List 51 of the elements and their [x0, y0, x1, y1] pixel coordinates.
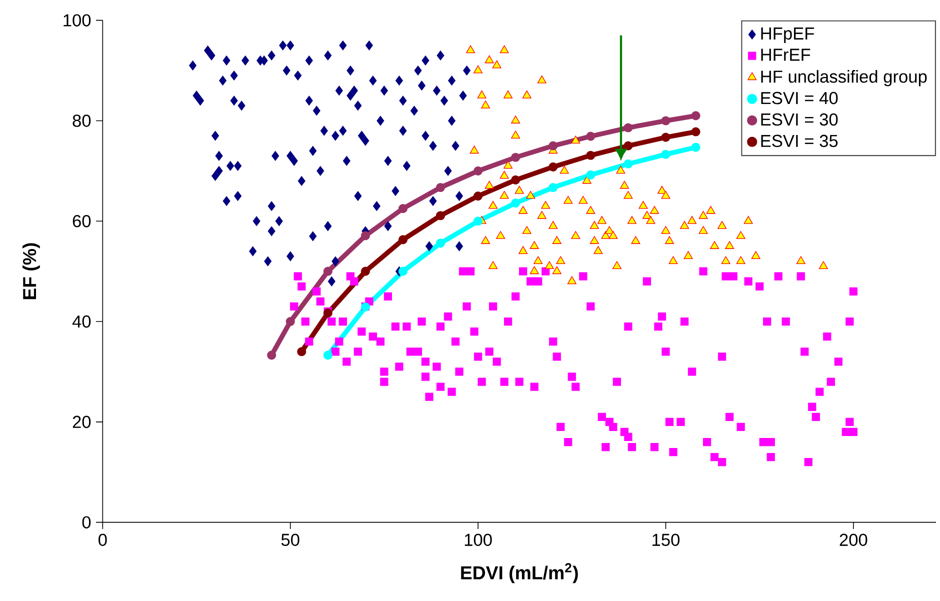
y-tick-label: 60: [72, 214, 91, 228]
point: [398, 266, 408, 276]
point: [691, 127, 700, 136]
point: [474, 192, 483, 201]
y-tick-label: 100: [64, 14, 91, 26]
point: [267, 350, 276, 360]
point: [624, 141, 633, 150]
legend-label: ESVI = 35: [761, 134, 838, 148]
point: [691, 111, 700, 120]
point: [624, 123, 633, 132]
y-tick-label: 80: [72, 114, 91, 127]
legend-label: HFrEF: [761, 48, 810, 61]
point: [661, 132, 670, 142]
point: [548, 162, 558, 172]
point: [548, 182, 558, 192]
point: [586, 150, 596, 160]
point: [323, 266, 332, 276]
point: [661, 150, 670, 159]
point: [661, 116, 670, 126]
point: [286, 317, 295, 326]
x-axis-title: EDVI (mL/m$^{2}$): [461, 563, 578, 584]
point: [511, 152, 520, 162]
y-axis-title: EF (%): [22, 243, 40, 300]
point: [691, 142, 700, 152]
legend-label: ESVI = 30: [761, 113, 838, 126]
point: [398, 235, 408, 244]
x-tick-label: 0: [98, 534, 107, 546]
point: [586, 132, 596, 141]
point: [586, 170, 596, 180]
point: [511, 175, 520, 184]
point: [474, 166, 483, 176]
point: [624, 159, 633, 168]
x-tick-label: 50: [281, 534, 300, 546]
x-tick-label: 150: [652, 534, 680, 546]
point: [436, 238, 446, 248]
y-tick-label: 20: [72, 416, 91, 428]
point: [323, 350, 332, 360]
point: [398, 204, 408, 214]
legend-label: HFpEF: [761, 28, 814, 44]
legend-label: ESVI = 40: [761, 92, 838, 104]
y-tick-label: 40: [72, 315, 91, 328]
point: [511, 198, 520, 208]
y-tick-label: 0: [82, 516, 91, 528]
point: [360, 266, 370, 276]
point: [474, 216, 483, 226]
point: [436, 211, 446, 220]
legend-label: HF unclassified group: [761, 70, 927, 86]
x-tick-label: 100: [464, 534, 492, 546]
x-tick-label: 200: [840, 534, 868, 546]
point: [297, 347, 306, 356]
point: [436, 182, 446, 192]
